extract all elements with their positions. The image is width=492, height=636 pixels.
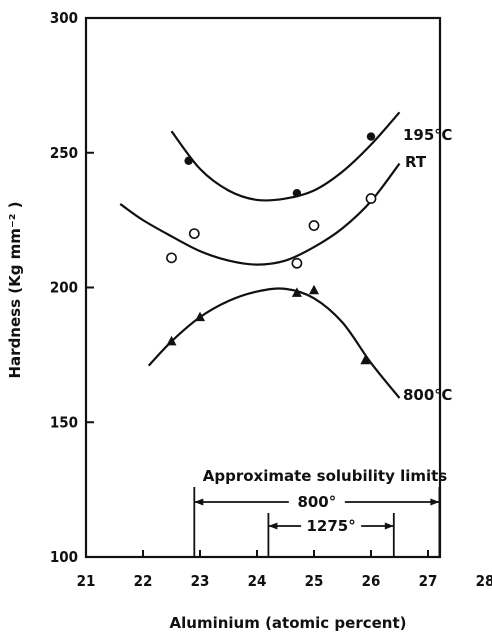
x-tick-label: 22 [134, 572, 153, 590]
series-rt-curve [119, 162, 401, 266]
y-tick-label: 100 [50, 548, 78, 566]
range-label: 800° [297, 493, 336, 511]
series-195c-label: 195℃ [403, 126, 452, 144]
solubility-annotation: Approximate solubility limits 800° 1275° [193, 467, 448, 557]
series-800c-point [360, 354, 371, 365]
series-195c-curve [170, 111, 401, 202]
x-tick-label: 27 [419, 572, 438, 590]
x-tick-label: 21 [77, 572, 96, 590]
series-rt-point [308, 220, 320, 231]
series-rt-point [291, 257, 303, 269]
series-800c-point [195, 311, 205, 322]
arrowhead [194, 498, 204, 506]
arrowhead [268, 522, 278, 530]
series-800c-curve [147, 287, 401, 399]
x-tick-label: 28 [476, 572, 492, 590]
arrowhead [384, 522, 394, 530]
x-tick-label: 23 [191, 572, 210, 590]
series-800c-point [291, 287, 302, 297]
series-800c-point [166, 335, 177, 346]
series-rt-point [365, 193, 377, 204]
series-rt-point [188, 228, 200, 239]
series-800c-label: 800℃ [403, 386, 452, 404]
series-markers [166, 132, 377, 365]
series-800c-point [309, 284, 319, 295]
y-tick-label: 300 [50, 9, 78, 27]
series-labels: 195℃ RT 800℃ [403, 126, 452, 404]
y-tick-label: 150 [50, 413, 78, 431]
solubility-title: Approximate solubility limits [203, 467, 448, 485]
y-axis: 100 150 200 250 300 [50, 9, 94, 566]
x-axis: 21 22 23 24 25 26 27 28 [77, 550, 492, 590]
x-tick-label: 25 [305, 572, 324, 590]
y-tick-label: 200 [50, 279, 78, 297]
x-axis-label: Aluminium (atomic percent) [170, 614, 407, 632]
y-tick-label: 250 [50, 144, 78, 162]
arrowhead [430, 498, 440, 506]
series-rt-label: RT [405, 153, 427, 171]
x-tick-label: 24 [248, 572, 267, 590]
series-195c-point [292, 188, 302, 198]
range-label: 1275° [306, 517, 355, 535]
series-rt-point [166, 252, 177, 264]
series-curves [119, 111, 401, 399]
series-195c-point [366, 132, 376, 141]
series-195c-point [184, 156, 193, 166]
x-tick-label: 26 [362, 572, 381, 590]
y-axis-label: Hardness (Kg mm⁻² ) [6, 201, 24, 378]
